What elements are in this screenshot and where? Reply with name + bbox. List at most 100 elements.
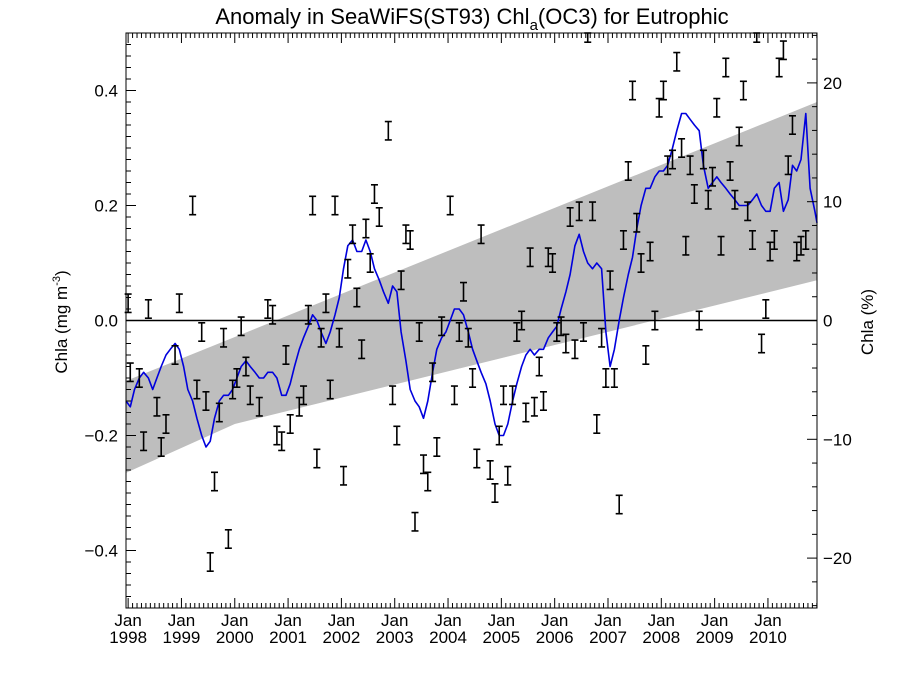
y-axis-right-label: Chla (%) bbox=[858, 289, 877, 355]
errorbar bbox=[162, 413, 170, 435]
errorbar bbox=[678, 138, 686, 158]
y-axis-left-label-close: ) bbox=[52, 270, 71, 276]
errorbar bbox=[651, 310, 659, 331]
x-tick-month-label: Jan bbox=[274, 611, 301, 630]
errorbar bbox=[304, 304, 312, 325]
errorbar bbox=[469, 367, 477, 389]
errorbar bbox=[779, 40, 787, 61]
errorbar bbox=[264, 298, 272, 320]
y-left-tick-label: −0.2 bbox=[84, 427, 118, 446]
errorbar bbox=[322, 293, 330, 314]
errorbar bbox=[370, 184, 378, 204]
errorbar bbox=[726, 161, 734, 181]
errorbar bbox=[575, 201, 583, 222]
errorbar bbox=[309, 195, 317, 216]
errorbar bbox=[224, 528, 232, 550]
x-tick-year-label: 2004 bbox=[429, 628, 467, 647]
errorbar bbox=[406, 230, 414, 250]
y-right-tick-label: 20 bbox=[823, 74, 842, 93]
errorbar bbox=[340, 465, 348, 486]
y-left-tick-label: −0.4 bbox=[84, 542, 118, 561]
x-tick-year-label: 2010 bbox=[749, 628, 787, 647]
errorbar bbox=[504, 465, 512, 486]
errorbar bbox=[699, 149, 707, 170]
y-axis-left-label-main: Chla (mg m bbox=[52, 286, 71, 374]
errorbar bbox=[206, 551, 214, 573]
errorbar bbox=[140, 431, 148, 452]
errorbar bbox=[619, 230, 627, 250]
errorbar bbox=[615, 494, 623, 515]
errorbar bbox=[629, 80, 637, 101]
x-tick-year-label: 2006 bbox=[536, 628, 574, 647]
y-right-tick-label: −10 bbox=[823, 430, 852, 449]
chart-title-prefix: Anomaly in SeaWiFS(ST93) Chl bbox=[215, 4, 529, 29]
errorbar bbox=[402, 224, 410, 245]
errorbar bbox=[237, 316, 245, 337]
errorbar bbox=[553, 321, 561, 343]
errorbar bbox=[690, 184, 698, 204]
errorbar bbox=[362, 218, 370, 239]
errorbar bbox=[189, 195, 197, 216]
errorbar bbox=[739, 80, 747, 101]
errorbar bbox=[473, 448, 481, 469]
errorbar bbox=[562, 333, 570, 354]
errorbar bbox=[153, 396, 161, 417]
errorbar bbox=[477, 224, 485, 245]
x-tick-month-label: Jan bbox=[594, 611, 621, 630]
errorbar bbox=[571, 339, 579, 360]
errorbar bbox=[602, 367, 610, 389]
errorbar bbox=[424, 471, 432, 492]
errorbar bbox=[433, 436, 441, 458]
errorbar bbox=[144, 298, 152, 320]
errorbar bbox=[713, 97, 721, 118]
errorbar bbox=[633, 212, 641, 233]
errorbar bbox=[610, 367, 618, 389]
errorbar bbox=[300, 385, 308, 406]
x-tick-year-label: 2000 bbox=[216, 628, 254, 647]
errorbar bbox=[659, 80, 667, 101]
errorbar bbox=[775, 57, 783, 78]
errorbar bbox=[673, 51, 681, 72]
errorbar bbox=[491, 482, 499, 504]
errorbar bbox=[286, 413, 294, 435]
errorbar bbox=[384, 120, 392, 141]
x-tick-month-label: Jan bbox=[648, 611, 675, 630]
y-left-tick-label: 0.0 bbox=[94, 312, 118, 331]
errorbar bbox=[731, 189, 739, 210]
errorbar bbox=[735, 126, 743, 147]
errorbar bbox=[229, 379, 237, 400]
errorbar bbox=[389, 385, 397, 406]
errorbar bbox=[637, 253, 645, 274]
x-tick-year-label: 1999 bbox=[163, 628, 201, 647]
errorbar bbox=[282, 344, 290, 366]
errorbar bbox=[549, 253, 557, 274]
errorbar bbox=[499, 385, 507, 406]
chart-title-subscript: a bbox=[530, 17, 539, 34]
errorbar bbox=[450, 385, 458, 406]
errorbar bbox=[344, 258, 352, 279]
x-tick-month-label: Jan bbox=[434, 611, 461, 630]
errorbar bbox=[513, 321, 521, 343]
errorbar bbox=[624, 161, 632, 181]
errorbar bbox=[589, 201, 597, 222]
errorbar bbox=[788, 115, 796, 135]
x-tick-month-label: Jan bbox=[328, 611, 355, 630]
errorbar bbox=[708, 166, 716, 187]
errorbar bbox=[411, 511, 419, 532]
errorbar bbox=[326, 379, 334, 400]
x-tick-month-label: Jan bbox=[754, 611, 781, 630]
errorbar bbox=[157, 436, 165, 458]
x-tick-year-label: 1998 bbox=[109, 628, 147, 647]
errorbar bbox=[606, 270, 614, 291]
errorbar bbox=[202, 390, 210, 412]
errorbar bbox=[415, 321, 423, 343]
errorbar bbox=[171, 344, 179, 366]
errorbar bbox=[429, 362, 437, 383]
x-tick-month-label: Jan bbox=[221, 611, 248, 630]
errorbar bbox=[509, 385, 517, 406]
errorbar bbox=[695, 310, 703, 331]
errorbar bbox=[793, 241, 801, 262]
errorbar bbox=[526, 247, 534, 268]
errorbar bbox=[598, 327, 606, 348]
